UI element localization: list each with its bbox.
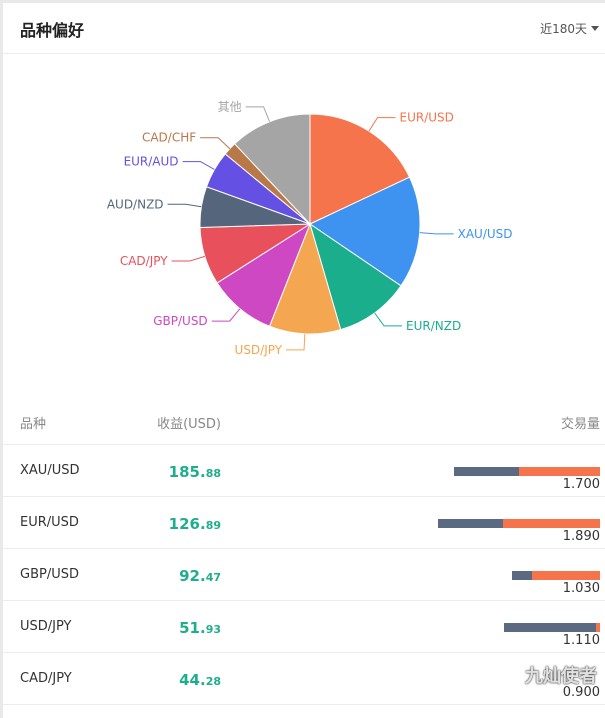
- pie-chart-svg: EUR/USD XAU/USD EUR/NZD USD/JPY GBP/USD CAD/J…: [107, 100, 513, 357]
- row-profit: 44.28: [179, 670, 221, 689]
- pie-label: CAD/JPY: [120, 254, 168, 268]
- volume-bar-sell: [511, 571, 532, 580]
- pie-label-line: [200, 137, 231, 150]
- period-label: 近180天: [540, 22, 587, 36]
- period-dropdown[interactable]: 近180天: [540, 20, 599, 37]
- volume-value: 1.030: [562, 581, 600, 596]
- pie-label: 其他: [218, 100, 242, 114]
- pie-label-line: [286, 333, 306, 351]
- pie-label: CAD/CHF: [142, 131, 196, 145]
- profit-decimal: 28: [205, 675, 221, 688]
- row-symbol: XAU/USD: [20, 463, 80, 478]
- pie-slice-其他[interactable]: [233, 113, 311, 226]
- row-symbol: GBP/USD: [20, 567, 79, 582]
- profit-decimal: 47: [205, 571, 221, 584]
- row-volume: 1.110: [400, 623, 600, 649]
- volume-bar-buy: [531, 571, 600, 580]
- table-row[interactable]: USD/JPY 51.93 1.110: [3, 601, 605, 653]
- volume-bar: [454, 467, 600, 476]
- row-symbol: USD/JPY: [20, 619, 72, 634]
- row-profit: 185.88: [169, 462, 221, 481]
- volume-value: 1.110: [562, 633, 600, 648]
- profit-integer: 126.: [168, 515, 206, 533]
- row-volume: 1.890: [400, 519, 600, 545]
- pie-slice-eur-usd[interactable]: [309, 113, 411, 225]
- pie-label: EUR/USD: [400, 111, 454, 125]
- row-profit: 126.89: [169, 514, 221, 533]
- volume-bar: [503, 623, 600, 632]
- volume-value: 1.890: [562, 529, 600, 544]
- pie-label: AUD/NZD: [107, 197, 164, 211]
- row-volume: 1.030: [400, 571, 600, 597]
- volume-bar-sell: [454, 467, 519, 476]
- pie-label: XAU/USD: [458, 227, 513, 241]
- pie-label: EUR/AUD: [124, 155, 179, 169]
- volume-bar-sell: [503, 623, 596, 632]
- profit-decimal: 88: [205, 467, 221, 480]
- volume-bar: [438, 519, 600, 528]
- volume-value: 1.700: [562, 477, 600, 492]
- pie-label-line: [419, 232, 454, 235]
- profit-decimal: 93: [205, 623, 221, 636]
- row-volume: 1.700: [400, 467, 600, 493]
- table-row[interactable]: CAD/JPY 44.28 0.900: [3, 653, 605, 705]
- row-profit: 92.47: [179, 566, 221, 585]
- column-header-symbol: 品种: [20, 417, 47, 432]
- pie-label: GBP/USD: [153, 314, 207, 328]
- volume-bar-sell: [438, 519, 503, 528]
- pie-chart: EUR/USD XAU/USD EUR/NZD USD/JPY GBP/USD CAD/J…: [3, 63, 605, 393]
- volume-value: 0.900: [562, 685, 600, 700]
- pie-label-line: [211, 308, 241, 322]
- pie-label-line: [167, 203, 202, 208]
- row-profit: 51.93: [179, 618, 221, 637]
- pie-label-line: [374, 312, 403, 327]
- pie-label: USD/JPY: [235, 343, 283, 357]
- row-symbol: CAD/JPY: [20, 671, 72, 686]
- column-header-profit: 收益(USD): [157, 417, 221, 432]
- table-row[interactable]: XAU/USD 185.88 1.700: [3, 445, 605, 497]
- pie-label-line: [171, 255, 206, 262]
- table-row[interactable]: EUR/USD 126.89 1.890: [3, 497, 605, 549]
- volume-bar-buy: [595, 623, 600, 632]
- column-header-volume: 交易量: [560, 417, 600, 432]
- profit-integer: 185.: [168, 463, 206, 481]
- pie-label-line: [368, 117, 396, 132]
- profit-integer: 92.: [179, 567, 206, 585]
- row-volume: 0.900: [400, 675, 600, 701]
- table-header: 品种 收益(USD) 交易量: [3, 393, 605, 445]
- profit-integer: 44.: [179, 671, 206, 689]
- profit-integer: 51.: [179, 619, 206, 637]
- card-title: 品种偏好: [20, 21, 85, 40]
- symbol-preference-card: 品种偏好 近180天 EUR/USD XAU/USD EUR/NZD USD/JPY G…: [3, 3, 605, 718]
- table-row[interactable]: GBP/USD 92.47 1.030: [3, 549, 605, 601]
- row-symbol: EUR/USD: [20, 515, 79, 530]
- watermark: 九灿使者: [525, 666, 597, 687]
- caret-down-icon: [591, 26, 599, 31]
- volume-bar: [511, 571, 600, 580]
- pie-label-line: [182, 161, 215, 170]
- symbol-table: 品种 收益(USD) 交易量 XAU/USD 185.88 1.700 EUR/…: [3, 393, 605, 705]
- pie-label-line: [245, 106, 270, 122]
- volume-bar-buy: [502, 519, 600, 528]
- volume-bar-buy: [519, 467, 600, 476]
- card-header: 品种偏好 近180天: [3, 3, 605, 54]
- pie-label: EUR/NZD: [406, 319, 461, 333]
- profit-decimal: 89: [205, 519, 221, 532]
- pie-slice-usd-jpy[interactable]: [268, 222, 342, 335]
- pie-slice-eur-nzd[interactable]: [309, 222, 402, 331]
